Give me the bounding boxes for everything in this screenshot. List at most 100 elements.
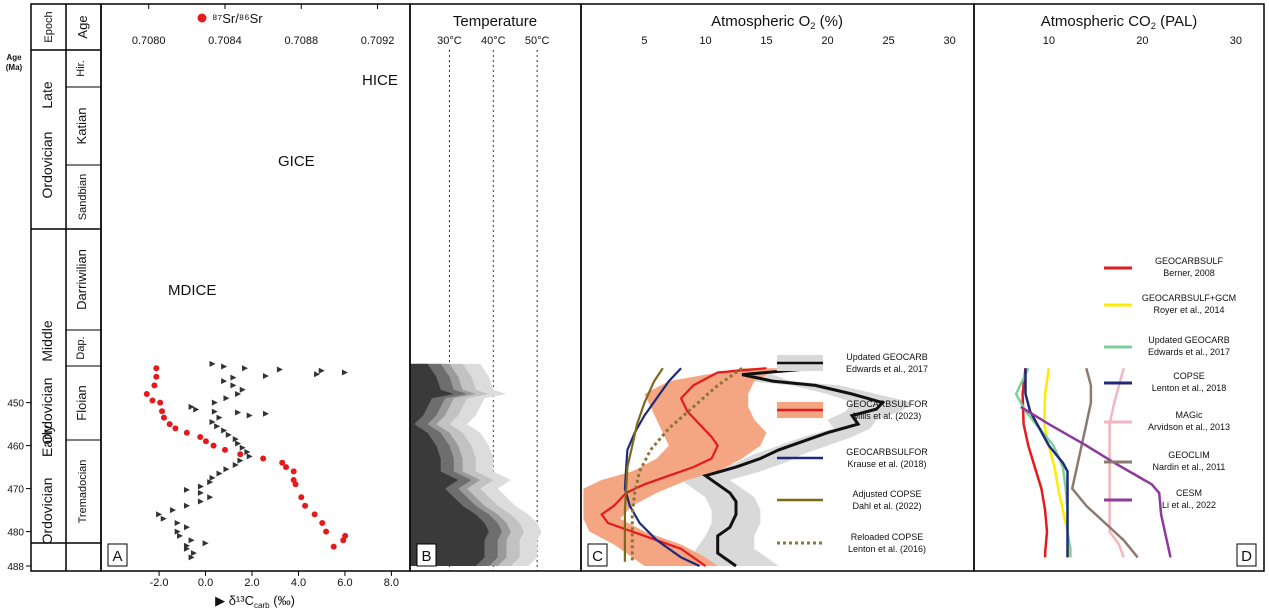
sr-point — [290, 468, 297, 475]
sr-tick-label: 0.7080 — [132, 35, 166, 47]
age-tick-label: 488 — [7, 562, 24, 573]
legend-model-name: CESM — [1176, 488, 1202, 498]
age-label: Sandbian — [77, 174, 89, 221]
sr-point — [172, 425, 179, 432]
sr-point — [197, 434, 204, 440]
d13c-tick-label: 8.0 — [384, 577, 399, 589]
d13c-point — [262, 410, 269, 417]
d13c-point — [197, 483, 204, 490]
age-tick-label: 480 — [7, 528, 24, 539]
d13c-tick-label: 0.0 — [198, 577, 213, 589]
sr-point — [302, 502, 309, 509]
age-axis-label: Age — [6, 53, 22, 62]
epoch-label-word: Early — [39, 425, 55, 457]
legend-reference: Lenton et al. (2016) — [848, 544, 926, 554]
gice-label: GICE — [278, 153, 315, 170]
panel-label-box — [416, 543, 437, 567]
d13c-point — [211, 408, 218, 415]
sr-point — [149, 397, 156, 404]
d13c-point — [170, 507, 177, 514]
sr-tick-label: 0.7088 — [284, 35, 318, 47]
panel-d-frame — [973, 3, 1265, 572]
d13c-point — [230, 382, 237, 389]
d13c-point — [230, 374, 237, 381]
sr-point — [330, 543, 337, 550]
sr-tick-label: 0.7092 — [361, 35, 395, 47]
co2-series-line — [1070, 367, 1139, 559]
d13c-point — [209, 360, 216, 367]
legend-model-name: GEOCLIM — [1168, 450, 1210, 460]
oxygen-series-line — [600, 367, 767, 567]
d13c-point — [174, 528, 181, 535]
temperature-title: Temperature — [453, 13, 537, 30]
sr-point — [260, 455, 267, 462]
sr-point — [323, 528, 330, 535]
age-axis-label: (Ma) — [6, 63, 23, 72]
age-label: Hir. — [75, 60, 87, 77]
d13c-point — [239, 444, 246, 451]
legend-model-name: GEOCARBSULFOR — [846, 447, 928, 457]
age-tick-label: 450 — [7, 399, 24, 410]
legend-model-name: GEOCARBSULF — [1155, 256, 1224, 266]
d13c-point — [216, 414, 223, 421]
d13c-point — [232, 436, 239, 443]
temperature-tick-label: 30°C — [437, 35, 462, 47]
panel-label-box — [107, 543, 128, 567]
d13c-point — [183, 524, 190, 531]
hice-label: HICE — [362, 72, 398, 89]
d13c-point — [223, 395, 230, 402]
age-label: Darriwilian — [74, 249, 89, 310]
sr-legend-label: ⁸⁷Sr/⁸⁶Sr — [212, 11, 263, 26]
sr-point — [298, 494, 305, 501]
oxygen-title: Atmospheric O2 (%) — [711, 13, 843, 31]
oxygen-series-line — [623, 367, 700, 567]
d13c-point — [211, 399, 218, 406]
legend-model-name: Updated GEOCARB — [1148, 335, 1230, 345]
legend-reference: Arvidson et al., 2013 — [1148, 422, 1230, 432]
legend-model-name: Adjusted COPSE — [852, 489, 921, 499]
oxygen-tick-label: 10 — [699, 35, 711, 47]
legend-model-name: GEOCARBSULF+GCM — [1142, 293, 1236, 303]
d13c-axis-label: ▶ δ¹³Ccarb (‰) — [215, 593, 295, 610]
d13c-point — [242, 365, 249, 372]
d13c-point — [341, 369, 348, 376]
epoch-label-word: Ordovician — [39, 478, 55, 545]
oxygen-tick-label: 25 — [882, 35, 894, 47]
d13c-point — [246, 453, 253, 460]
sr-point — [202, 438, 209, 445]
sr-point — [221, 446, 228, 453]
oxygen-tick-label: 15 — [760, 35, 772, 47]
sr-point — [237, 451, 244, 458]
d13c-point — [188, 537, 195, 544]
epoch-label-word: Ordovician — [39, 132, 55, 199]
panel-a-isotopes: -2.0 0.0 2.0 4.0 6.0 8.0 0.7080 0.7084 0.7088 0.7… — [100, 3, 411, 610]
sr-point — [166, 421, 173, 428]
sr-point — [143, 391, 150, 397]
d13c-point — [235, 409, 242, 416]
d13c-point — [197, 489, 204, 496]
d13c-point — [235, 391, 242, 397]
age-tick-label: 460 — [7, 442, 24, 453]
d13c-tick-label: 2.0 — [244, 577, 259, 589]
d13c-point — [232, 461, 239, 468]
d13c-point — [237, 457, 244, 464]
d13c-point — [239, 386, 246, 393]
d13c-point — [190, 550, 197, 557]
co2-series-line — [1020, 405, 1172, 558]
d13c-point — [183, 486, 190, 493]
epoch-label-word: Late — [39, 81, 55, 108]
oxygen-tick-label: 20 — [821, 35, 833, 47]
d13c-point — [183, 502, 190, 509]
d13c-point — [225, 431, 232, 438]
age-label: Floian — [74, 385, 89, 420]
d13c-point — [176, 532, 183, 539]
d13c-point — [246, 412, 253, 419]
panel-label: C — [592, 548, 603, 565]
legend-reference: Berner, 2008 — [1163, 268, 1215, 278]
d13c-tick-label: -2.0 — [150, 577, 169, 589]
mdice-label: MDICE — [168, 282, 216, 299]
panel-label-box — [587, 543, 608, 567]
sr-tick-label: 0.7084 — [208, 35, 242, 47]
oxygen-tick-label: 30 — [943, 35, 955, 47]
